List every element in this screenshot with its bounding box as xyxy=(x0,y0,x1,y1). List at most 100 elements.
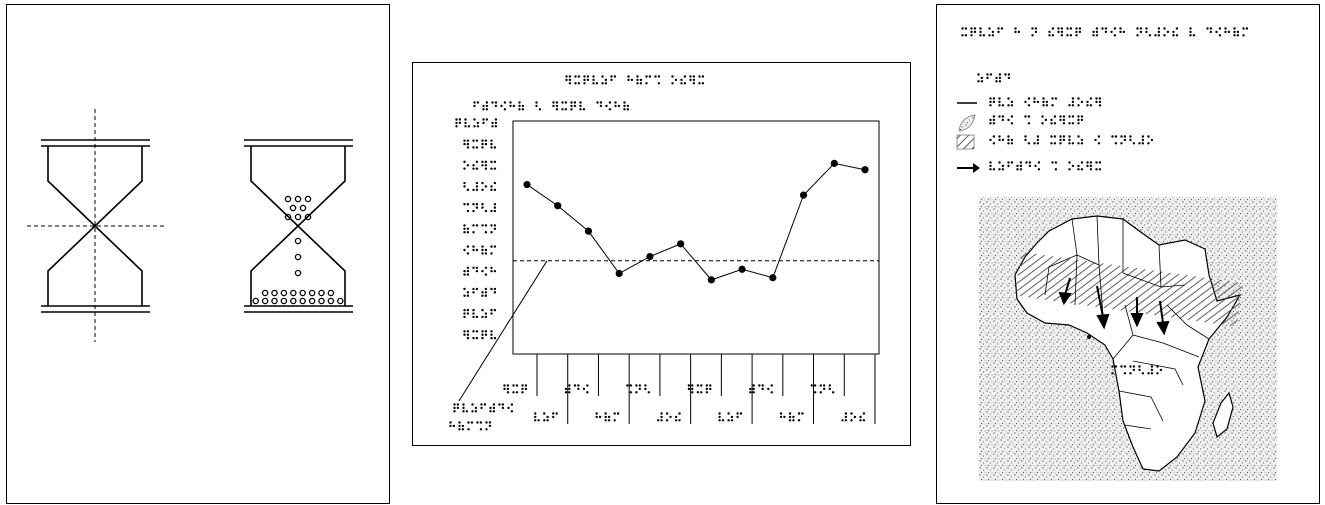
braille-cell xyxy=(463,160,470,170)
hourglass-outline-right xyxy=(244,139,353,313)
braille-cell xyxy=(1242,27,1249,37)
data-point xyxy=(769,274,777,282)
braille-cell xyxy=(1007,97,1014,107)
braille-cell xyxy=(1154,27,1161,37)
braille-cell xyxy=(645,75,652,85)
braille-cell xyxy=(521,384,528,394)
braille-cell xyxy=(986,73,993,80)
africa-continent xyxy=(1014,215,1243,472)
braille-cell xyxy=(453,403,460,413)
sand-dot xyxy=(308,289,316,297)
braille-cell xyxy=(1129,365,1136,375)
braille-cell xyxy=(1077,135,1084,145)
braille-cell xyxy=(1138,135,1145,145)
braille-cell xyxy=(626,384,633,394)
braille-cell xyxy=(583,75,590,85)
braille-word xyxy=(1206,27,1249,37)
sand-dot xyxy=(337,297,344,305)
braille-cell xyxy=(627,75,634,82)
y-tick-label xyxy=(463,266,497,276)
braille-cell xyxy=(601,75,608,85)
braille-cell xyxy=(1059,115,1066,125)
braille-word xyxy=(989,135,1014,145)
braille-cell xyxy=(481,160,488,170)
y-axis-tick-labels xyxy=(455,118,498,340)
x-tick-label xyxy=(503,384,528,394)
hourglass-panel xyxy=(6,4,390,504)
braille-cell xyxy=(605,101,612,111)
braille-cell xyxy=(463,181,470,192)
africa-map xyxy=(956,27,1277,481)
braille-cell xyxy=(573,384,580,391)
sahel-hatch-band xyxy=(1015,251,1243,327)
braille-cell xyxy=(654,75,661,85)
braille-cell xyxy=(614,101,621,108)
braille-cell xyxy=(467,421,474,431)
braille-cell xyxy=(491,101,498,108)
braille-cell xyxy=(604,412,611,422)
braille-cell xyxy=(473,118,480,128)
braille-cell xyxy=(758,384,764,391)
braille-cell xyxy=(841,412,848,422)
braille-cell xyxy=(828,384,835,394)
braille-cell xyxy=(480,403,487,410)
braille-cell xyxy=(543,412,549,422)
braille-cell xyxy=(1147,135,1154,145)
braille-cell xyxy=(481,181,488,192)
braille-cell xyxy=(570,101,577,111)
braille-cell xyxy=(489,403,496,413)
y-tick-label xyxy=(455,118,498,128)
braille-cell xyxy=(595,412,602,419)
braille-word xyxy=(1024,135,1040,145)
braille-cell xyxy=(989,115,996,125)
series-line xyxy=(526,162,866,281)
braille-cell xyxy=(1110,27,1117,37)
braille-word xyxy=(1041,115,1084,125)
braille-cell xyxy=(535,101,542,111)
x-tick-label xyxy=(810,384,835,394)
braille-cell xyxy=(552,412,558,419)
braille-cell xyxy=(472,160,479,170)
braille-cell xyxy=(656,412,663,422)
braille-cell xyxy=(988,27,995,37)
braille-cell xyxy=(689,75,696,85)
sand-dot xyxy=(308,297,316,305)
madagascar xyxy=(1212,391,1234,439)
braille-cell xyxy=(512,384,519,394)
map-legend xyxy=(956,73,1154,173)
y-tick-label xyxy=(463,203,497,213)
braille-cell xyxy=(481,203,488,213)
braille-word xyxy=(989,97,1014,107)
data-point xyxy=(861,166,869,174)
braille-cell xyxy=(1025,161,1032,168)
braille-cell xyxy=(482,118,489,125)
y-tick-label xyxy=(463,139,497,149)
braille-cell xyxy=(674,412,681,422)
braille-cell xyxy=(463,308,470,319)
braille-cell xyxy=(463,139,470,149)
sand-dot xyxy=(327,289,335,297)
braille-cell xyxy=(574,75,581,85)
braille-word xyxy=(1024,115,1031,125)
braille-cell xyxy=(623,101,630,111)
braille-cell xyxy=(1206,27,1213,34)
sand-dot xyxy=(284,195,292,203)
braille-cell xyxy=(1031,27,1038,37)
braille-cell xyxy=(850,412,857,422)
braille-cell xyxy=(463,330,470,340)
braille-cell xyxy=(998,97,1005,107)
braille-cell xyxy=(490,330,497,340)
sand-dot xyxy=(304,195,312,203)
legend-item-hatch xyxy=(956,134,1154,150)
braille-cell xyxy=(698,75,705,85)
braille-cell xyxy=(472,266,479,273)
braille-cell xyxy=(1136,27,1143,37)
map-region-label-braille xyxy=(1111,365,1163,375)
braille-cell xyxy=(472,181,479,192)
braille-word xyxy=(1014,27,1021,34)
braille-cell xyxy=(458,421,465,431)
braille-cell xyxy=(1086,161,1093,171)
braille-cell xyxy=(1111,135,1118,145)
braille-cell xyxy=(472,139,479,149)
braille-cell xyxy=(687,384,694,394)
